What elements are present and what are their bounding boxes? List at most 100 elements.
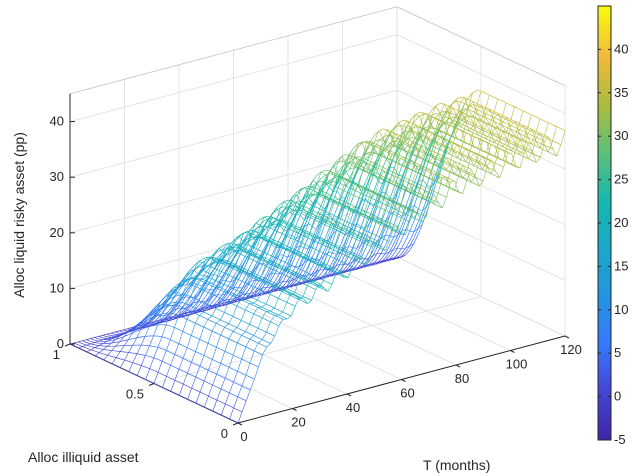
surface-line [437,157,442,161]
surface-line [94,344,100,346]
surface-line [223,259,228,262]
surface-line [115,341,121,343]
surface-line [251,223,257,233]
surface-line [322,240,328,243]
surface-line [271,218,277,226]
surface-line [165,303,171,307]
surface-line [368,263,373,266]
surface-line [358,159,363,168]
surface-line [556,144,562,157]
surface-line [315,259,321,261]
surface-line [274,289,279,292]
surface-line [240,269,245,272]
surface-line [263,231,268,240]
surface-line [203,326,209,330]
surface-line [379,194,385,199]
surface-line [132,373,138,376]
surface-line [304,185,310,188]
surface-line [86,349,92,353]
surface-line [423,128,428,130]
surface-line [519,147,524,150]
surface-line [265,265,270,269]
surface-line [387,172,393,176]
surface-line [298,281,304,284]
surface-line [523,125,528,128]
surface-line [402,132,408,140]
surface-line [338,189,343,204]
surface-line [348,245,353,248]
surface-line [266,286,271,292]
surface-line [326,244,332,255]
surface-line [449,163,455,175]
surface-line [128,332,133,340]
surface-line [164,310,170,316]
surface-line [469,121,474,124]
surface-line [145,355,150,357]
surface-line [544,137,549,142]
surface-line [317,190,322,193]
surface-line [341,178,347,187]
surface-line [353,167,358,180]
surface-line [253,342,259,352]
surface-line [191,376,197,389]
surface-line [372,263,377,265]
surface-line [114,330,120,333]
surface-line [304,197,309,207]
surface-line [277,273,283,285]
surface-line [202,259,207,263]
surface-line [452,107,457,116]
surface-line [327,266,332,270]
surface-line [184,315,189,317]
surface-line [288,200,294,208]
surface-line [399,164,405,167]
surface-line [403,145,408,151]
surface-line [115,351,121,358]
surface-line [438,157,444,170]
surface-line [162,387,167,390]
surface-line [332,252,337,255]
surface-line [511,153,517,167]
surface-line [316,178,322,184]
surface-line [195,337,200,340]
surface-line [311,279,316,285]
surface-line [464,115,469,118]
surface-line [295,245,301,257]
surface-line [443,147,448,158]
surface-line [208,382,213,386]
surface-line [499,164,504,168]
surface-line [388,257,393,260]
surface-line [409,243,415,251]
surface-line [156,310,161,317]
surface-line [472,101,478,104]
surface-line [249,362,255,366]
surface-line [341,177,347,180]
surface-line [442,197,447,209]
surface-line [241,375,247,387]
surface-line [502,139,508,142]
surface-line [502,137,508,140]
surface-line [407,130,412,132]
x-tick [237,422,243,426]
surface-line [270,335,276,344]
surface-line [465,151,471,163]
surface-line [327,281,333,285]
surface-line [431,123,436,135]
surface-line [342,219,348,223]
surface-line [411,122,416,126]
surface-line [548,151,553,155]
surface-line [432,141,438,158]
surface-line [456,101,461,118]
surface-line [272,241,278,245]
surface-line [115,335,120,338]
surface-line [259,216,265,220]
surface-line [531,132,536,145]
surface-line [407,120,412,132]
surface-line [329,177,334,183]
surface-line [344,246,349,257]
surface-line [258,262,264,265]
surface-line [187,388,192,400]
surface-line [261,317,267,321]
surface-line [295,215,301,226]
surface-line [502,131,508,134]
surface-line [399,148,404,151]
